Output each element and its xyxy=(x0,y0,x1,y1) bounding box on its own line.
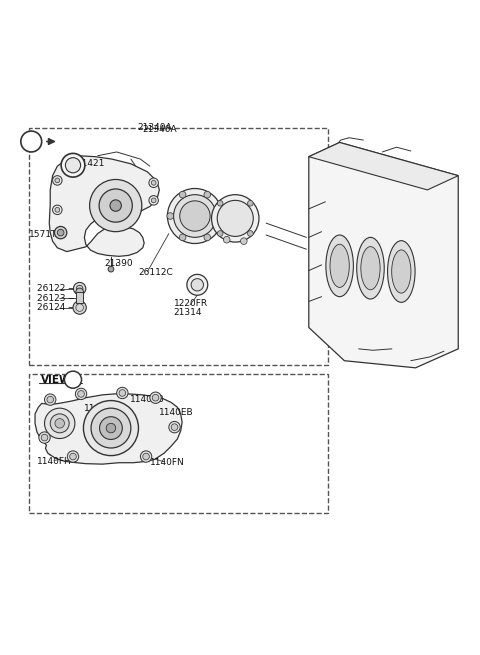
Text: 26122 —: 26122 — xyxy=(37,284,77,293)
Circle shape xyxy=(248,200,253,206)
Ellipse shape xyxy=(392,250,411,293)
Ellipse shape xyxy=(361,246,380,290)
Polygon shape xyxy=(309,143,458,190)
Circle shape xyxy=(204,191,211,198)
Text: A: A xyxy=(28,137,35,146)
Circle shape xyxy=(179,191,186,198)
Circle shape xyxy=(180,201,210,231)
Circle shape xyxy=(151,180,156,185)
Circle shape xyxy=(53,205,62,215)
Text: 21340A: 21340A xyxy=(137,122,172,132)
Text: 1571TC: 1571TC xyxy=(29,231,63,240)
Polygon shape xyxy=(3,90,477,565)
Circle shape xyxy=(55,419,64,428)
Circle shape xyxy=(204,234,211,240)
Text: 26124 —: 26124 — xyxy=(37,303,77,312)
Text: 21314: 21314 xyxy=(174,308,202,317)
Circle shape xyxy=(216,213,223,219)
Circle shape xyxy=(168,189,222,244)
Circle shape xyxy=(151,198,156,202)
Polygon shape xyxy=(76,292,84,303)
Circle shape xyxy=(50,414,69,433)
Circle shape xyxy=(47,396,54,403)
Text: 1140EB: 1140EB xyxy=(84,403,119,413)
Text: 1140EB: 1140EB xyxy=(130,395,165,404)
Circle shape xyxy=(143,453,149,460)
Ellipse shape xyxy=(326,235,353,297)
Circle shape xyxy=(91,408,131,448)
Circle shape xyxy=(78,390,84,397)
Circle shape xyxy=(99,417,122,440)
Circle shape xyxy=(39,432,50,443)
Circle shape xyxy=(99,189,132,222)
Text: 21390: 21390 xyxy=(105,259,133,268)
Text: 1140EB: 1140EB xyxy=(159,409,194,417)
Ellipse shape xyxy=(387,240,415,303)
Circle shape xyxy=(167,213,174,219)
Ellipse shape xyxy=(330,244,349,288)
Text: 1220FR: 1220FR xyxy=(174,299,208,309)
Circle shape xyxy=(75,388,87,400)
Circle shape xyxy=(70,453,76,460)
Ellipse shape xyxy=(357,237,384,299)
Circle shape xyxy=(212,195,259,242)
Circle shape xyxy=(90,179,142,232)
Circle shape xyxy=(171,424,178,430)
Circle shape xyxy=(149,196,158,205)
Circle shape xyxy=(150,392,161,403)
Circle shape xyxy=(179,234,186,240)
Circle shape xyxy=(117,387,128,399)
Circle shape xyxy=(217,200,223,206)
Circle shape xyxy=(223,236,230,243)
Circle shape xyxy=(119,390,126,396)
Circle shape xyxy=(45,408,75,438)
Circle shape xyxy=(169,421,180,433)
Circle shape xyxy=(217,231,223,236)
Circle shape xyxy=(140,451,152,462)
Circle shape xyxy=(240,238,247,244)
Text: A: A xyxy=(70,375,76,384)
Circle shape xyxy=(57,229,64,236)
Polygon shape xyxy=(29,128,328,365)
Circle shape xyxy=(84,401,138,456)
Circle shape xyxy=(67,451,79,462)
Text: 21340A: 21340A xyxy=(143,124,178,134)
Polygon shape xyxy=(29,373,328,514)
Circle shape xyxy=(21,131,42,152)
Text: 26112C: 26112C xyxy=(138,269,173,278)
Circle shape xyxy=(41,434,48,441)
Circle shape xyxy=(187,274,208,295)
Polygon shape xyxy=(49,156,159,256)
Circle shape xyxy=(55,208,60,212)
Text: VIEW: VIEW xyxy=(41,375,71,384)
Circle shape xyxy=(110,200,121,212)
Circle shape xyxy=(76,288,84,295)
Circle shape xyxy=(73,282,86,295)
Polygon shape xyxy=(309,143,458,368)
Circle shape xyxy=(174,195,216,237)
Circle shape xyxy=(149,178,158,187)
Polygon shape xyxy=(35,394,182,464)
Circle shape xyxy=(55,227,67,239)
Text: 21421: 21421 xyxy=(76,159,105,168)
Text: 21313: 21313 xyxy=(214,219,242,228)
Text: 1140FN: 1140FN xyxy=(150,458,185,467)
Circle shape xyxy=(73,301,86,314)
Circle shape xyxy=(106,423,116,433)
Circle shape xyxy=(64,371,82,388)
Text: 1140FH: 1140FH xyxy=(37,457,72,466)
Circle shape xyxy=(45,394,56,405)
Circle shape xyxy=(248,231,253,236)
Circle shape xyxy=(65,158,81,173)
Circle shape xyxy=(108,267,114,272)
Circle shape xyxy=(53,176,62,185)
Circle shape xyxy=(61,153,85,177)
Circle shape xyxy=(55,178,60,183)
Circle shape xyxy=(217,200,253,236)
Text: 26113C: 26113C xyxy=(180,207,216,215)
Circle shape xyxy=(191,278,204,291)
Text: 26123 —: 26123 — xyxy=(37,293,77,303)
Circle shape xyxy=(76,286,83,292)
Circle shape xyxy=(152,394,159,401)
